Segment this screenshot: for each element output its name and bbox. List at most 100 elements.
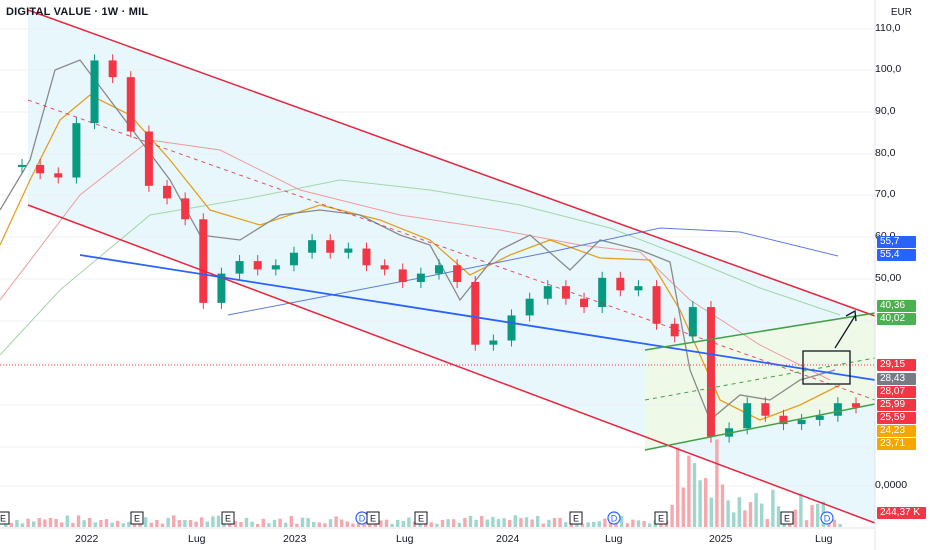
volume-bar bbox=[446, 519, 450, 527]
volume-bar bbox=[597, 521, 601, 527]
candle bbox=[217, 273, 226, 303]
volume-bar bbox=[250, 521, 254, 527]
volume-bar bbox=[60, 522, 64, 527]
candle bbox=[616, 277, 625, 291]
candle bbox=[289, 252, 298, 266]
volume-bar bbox=[552, 518, 557, 527]
volume-bar bbox=[541, 523, 545, 527]
volume-bar bbox=[116, 520, 120, 527]
candle bbox=[108, 60, 117, 78]
volume-bar bbox=[771, 489, 775, 527]
price-tag: 29,15 bbox=[877, 359, 916, 371]
volume-bar bbox=[267, 523, 271, 527]
volume-bar bbox=[261, 518, 265, 527]
candle bbox=[743, 403, 752, 429]
volume-bar bbox=[127, 521, 131, 527]
svg-text:D: D bbox=[611, 514, 618, 524]
currency-label: EUR bbox=[890, 7, 912, 18]
volume-bar bbox=[737, 497, 741, 527]
volume-bar bbox=[530, 519, 534, 527]
volume-bar bbox=[816, 503, 820, 527]
dividend-marker: D bbox=[820, 511, 834, 525]
price-tick-label: 100,0 bbox=[875, 63, 902, 75]
volume-bar bbox=[698, 480, 702, 527]
volume-bar bbox=[508, 520, 512, 527]
candle bbox=[797, 419, 806, 425]
time-tick-label: 2022 bbox=[75, 533, 99, 545]
candle bbox=[706, 307, 715, 437]
rising-channel-mid bbox=[644, 357, 876, 401]
volume-bar bbox=[463, 518, 467, 527]
channel-mid-line bbox=[27, 99, 876, 401]
candle bbox=[90, 60, 99, 124]
volume-bar bbox=[726, 500, 730, 527]
price-tag: 28,07 bbox=[877, 386, 916, 398]
volume-bar bbox=[429, 522, 433, 527]
price-tick-label: 110,0 bbox=[875, 22, 901, 34]
volume-bar bbox=[328, 519, 333, 527]
volume-bar bbox=[244, 517, 249, 527]
rising-channel-upper bbox=[644, 312, 876, 351]
volume-bar bbox=[776, 506, 781, 527]
volume-bar bbox=[306, 518, 310, 527]
candle bbox=[144, 131, 153, 186]
candle bbox=[779, 415, 788, 425]
candle bbox=[163, 185, 172, 199]
volume-bar bbox=[793, 509, 797, 527]
price-tag: 24,23 bbox=[877, 425, 916, 437]
candle bbox=[634, 286, 643, 291]
candle bbox=[761, 403, 770, 416]
volume-bar bbox=[155, 519, 159, 527]
channel-lower-line bbox=[27, 204, 876, 524]
candle bbox=[561, 286, 570, 299]
volume-bar bbox=[160, 523, 165, 527]
volume-bar bbox=[418, 523, 422, 527]
consolidation-box bbox=[802, 350, 851, 385]
price-tag: 55,4 bbox=[877, 249, 916, 261]
volume-bar bbox=[289, 515, 293, 527]
volume-bar bbox=[810, 505, 814, 527]
candle bbox=[72, 123, 81, 178]
volume-bar bbox=[356, 521, 361, 527]
volume-bar bbox=[65, 515, 69, 527]
volume-bar bbox=[625, 523, 629, 527]
volume-bar bbox=[620, 515, 624, 527]
candle bbox=[652, 286, 661, 324]
svg-text:E: E bbox=[225, 514, 231, 524]
candle bbox=[815, 415, 824, 420]
volume-bar bbox=[474, 519, 478, 527]
volume-bar bbox=[586, 522, 590, 527]
volume-bar bbox=[205, 521, 209, 527]
candle bbox=[507, 315, 516, 341]
volume-bar bbox=[211, 516, 215, 527]
candle bbox=[253, 261, 262, 270]
earnings-marker: E bbox=[0, 511, 10, 525]
candle bbox=[326, 240, 335, 253]
earnings-marker: E bbox=[414, 511, 428, 525]
volume-bar bbox=[256, 523, 260, 527]
volume-bar bbox=[424, 523, 428, 527]
volume-bar bbox=[104, 519, 109, 527]
candle bbox=[833, 403, 842, 416]
volume-bar bbox=[636, 520, 641, 527]
volume-bar bbox=[799, 493, 803, 527]
candle bbox=[54, 173, 63, 178]
price-tag: 28,43 bbox=[877, 373, 916, 385]
earnings-marker: E bbox=[366, 511, 380, 525]
volume-bar bbox=[754, 493, 758, 527]
price-tag: 55,7 bbox=[877, 236, 916, 248]
volume-bar bbox=[172, 515, 176, 527]
volume-bar bbox=[20, 523, 25, 527]
volume-bar bbox=[334, 516, 338, 527]
volume-bar bbox=[687, 455, 691, 527]
price-tick-label: 0,0000 bbox=[875, 479, 908, 491]
volume-bar bbox=[144, 517, 148, 527]
volume-bar bbox=[340, 519, 344, 527]
volume-bar bbox=[496, 519, 501, 527]
price-tick-label: 80,0 bbox=[875, 147, 896, 159]
dividend-marker: D bbox=[355, 511, 369, 525]
volume-bar bbox=[491, 516, 495, 527]
volume-bar bbox=[317, 522, 321, 527]
volume-bar bbox=[295, 523, 299, 527]
